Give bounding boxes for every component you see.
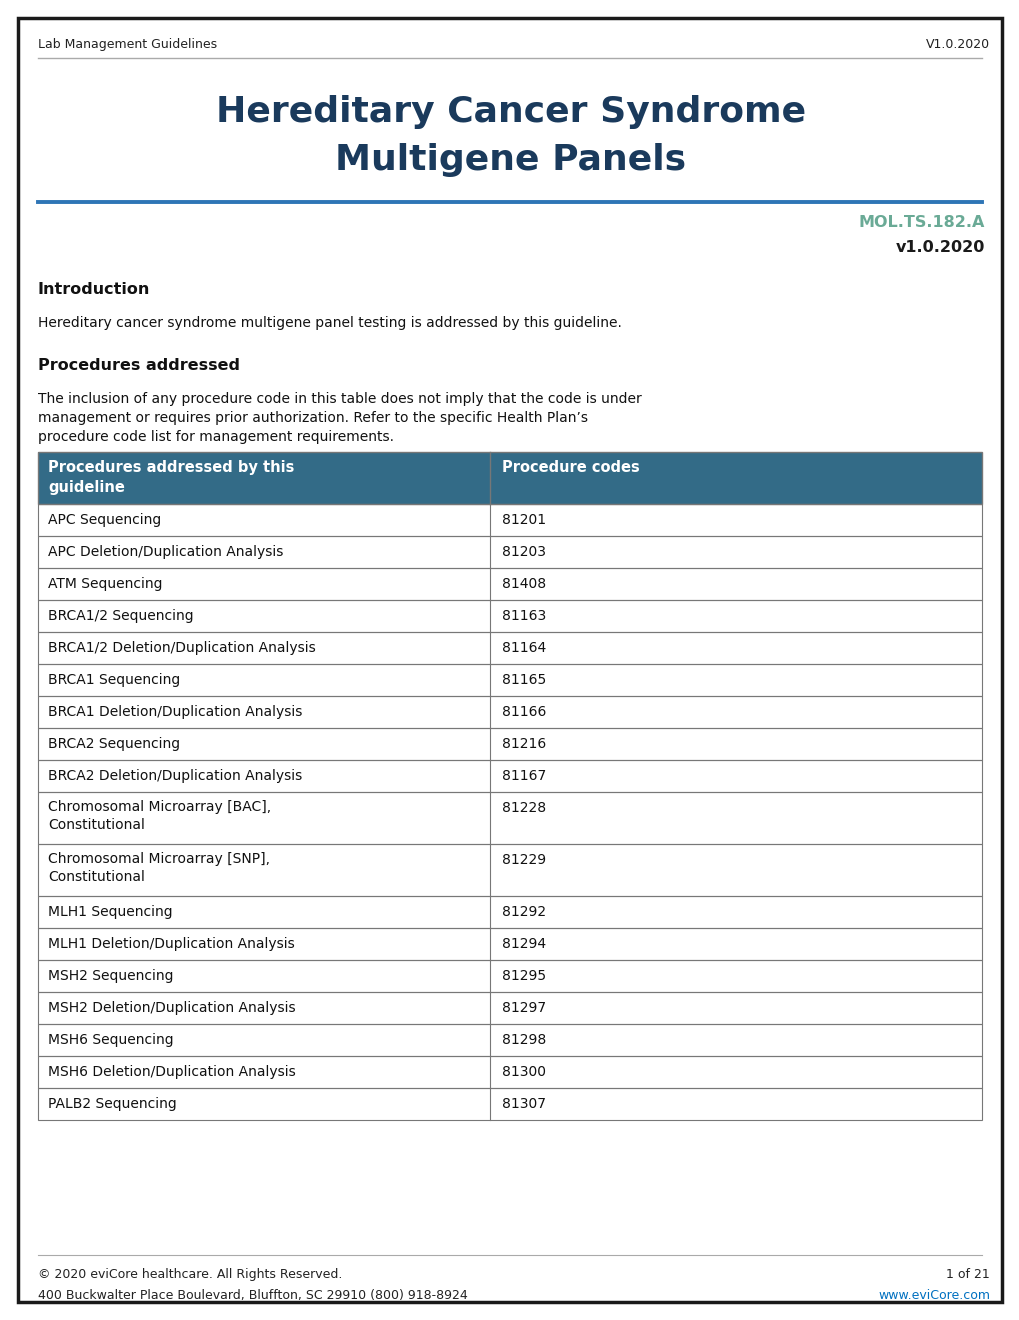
Bar (38, 993, 981, 1024)
Text: Procedure codes: Procedure codes (501, 459, 639, 475)
Text: BRCA1 Deletion/Duplication Analysis: BRCA1 Deletion/Duplication Analysis (48, 705, 302, 719)
Text: procedure code list for management requirements.: procedure code list for management requi… (38, 430, 393, 444)
Text: V1.0.2020: V1.0.2020 (925, 38, 989, 51)
Bar (38, 664, 981, 696)
Text: Multigene Panels: Multigene Panels (335, 143, 686, 177)
Text: MSH6 Sequencing: MSH6 Sequencing (48, 1034, 173, 1047)
Bar (38, 601, 981, 632)
Text: 81203: 81203 (501, 545, 545, 558)
Text: 81300: 81300 (501, 1065, 545, 1078)
Text: 81298: 81298 (501, 1034, 546, 1047)
Text: 81292: 81292 (501, 906, 545, 919)
Text: APC Deletion/Duplication Analysis: APC Deletion/Duplication Analysis (48, 545, 283, 558)
Bar (38, 792, 981, 843)
Bar (38, 1088, 981, 1119)
Bar (38, 664, 981, 696)
Text: v1.0.2020: v1.0.2020 (895, 240, 984, 255)
Text: Chromosomal Microarray [SNP],: Chromosomal Microarray [SNP], (48, 851, 270, 866)
Text: 81297: 81297 (501, 1001, 545, 1015)
Bar (38, 1056, 981, 1088)
Bar (38, 601, 981, 632)
Bar (38, 729, 981, 760)
Bar (38, 568, 981, 601)
Text: 81164: 81164 (501, 642, 546, 655)
Bar (38, 536, 981, 568)
Text: 81216: 81216 (501, 737, 546, 751)
Text: Constitutional: Constitutional (48, 818, 145, 832)
Bar (38, 504, 981, 536)
Text: www.eviCore.com: www.eviCore.com (877, 1290, 989, 1302)
Bar (38, 760, 981, 792)
Bar (38, 568, 981, 601)
Text: Introduction: Introduction (38, 282, 150, 297)
Bar (38, 451, 981, 504)
Bar (38, 536, 981, 568)
Text: MSH2 Deletion/Duplication Analysis: MSH2 Deletion/Duplication Analysis (48, 1001, 296, 1015)
Bar (38, 1024, 981, 1056)
Bar (38, 696, 981, 729)
Text: Constitutional: Constitutional (48, 870, 145, 884)
Bar (38, 843, 981, 896)
Text: 81408: 81408 (501, 577, 545, 591)
Bar (38, 896, 981, 928)
Text: 81166: 81166 (501, 705, 546, 719)
Text: MSH2 Sequencing: MSH2 Sequencing (48, 969, 173, 983)
Text: © 2020 eviCore healthcare. All Rights Reserved.: © 2020 eviCore healthcare. All Rights Re… (38, 1269, 342, 1280)
Bar (38, 928, 981, 960)
Bar (38, 451, 981, 504)
Bar (38, 729, 981, 760)
Bar (38, 792, 981, 843)
Bar (38, 632, 981, 664)
Text: Chromosomal Microarray [BAC],: Chromosomal Microarray [BAC], (48, 800, 271, 814)
Bar (38, 1056, 981, 1088)
Text: Lab Management Guidelines: Lab Management Guidelines (38, 38, 217, 51)
Bar (38, 632, 981, 664)
Text: The inclusion of any procedure code in this table does not imply that the code i: The inclusion of any procedure code in t… (38, 392, 641, 407)
Text: BRCA2 Deletion/Duplication Analysis: BRCA2 Deletion/Duplication Analysis (48, 770, 302, 783)
Bar (38, 760, 981, 792)
Bar (38, 960, 981, 993)
Bar (38, 843, 981, 896)
Bar (38, 896, 981, 928)
Bar (38, 928, 981, 960)
Text: BRCA2 Sequencing: BRCA2 Sequencing (48, 737, 180, 751)
Text: 1 of 21: 1 of 21 (946, 1269, 989, 1280)
Bar (38, 1088, 981, 1119)
Text: 81294: 81294 (501, 937, 545, 950)
Text: 81167: 81167 (501, 770, 546, 783)
Text: Hereditary cancer syndrome multigene panel testing is addressed by this guidelin: Hereditary cancer syndrome multigene pan… (38, 315, 622, 330)
Bar (38, 960, 981, 993)
Text: 81295: 81295 (501, 969, 545, 983)
Text: 81228: 81228 (501, 801, 545, 814)
Text: MLH1 Deletion/Duplication Analysis: MLH1 Deletion/Duplication Analysis (48, 937, 294, 950)
Text: MOL.TS.182.A: MOL.TS.182.A (858, 215, 984, 230)
Text: APC Sequencing: APC Sequencing (48, 513, 161, 527)
Text: BRCA1/2 Sequencing: BRCA1/2 Sequencing (48, 609, 194, 623)
Text: PALB2 Sequencing: PALB2 Sequencing (48, 1097, 176, 1111)
Text: 81229: 81229 (501, 853, 545, 867)
Text: Hereditary Cancer Syndrome: Hereditary Cancer Syndrome (216, 95, 805, 129)
Text: 81163: 81163 (501, 609, 546, 623)
Text: management or requires prior authorization. Refer to the specific Health Plan’s: management or requires prior authorizati… (38, 411, 587, 425)
Bar (38, 696, 981, 729)
Text: Procedures addressed by this: Procedures addressed by this (48, 459, 294, 475)
Bar (38, 993, 981, 1024)
Text: BRCA1/2 Deletion/Duplication Analysis: BRCA1/2 Deletion/Duplication Analysis (48, 642, 316, 655)
Bar (38, 504, 981, 536)
Text: Procedures addressed: Procedures addressed (38, 358, 239, 374)
Text: 400 Buckwalter Place Boulevard, Bluffton, SC 29910 (800) 918-8924: 400 Buckwalter Place Boulevard, Bluffton… (38, 1290, 468, 1302)
Text: guideline: guideline (48, 480, 124, 495)
Text: ATM Sequencing: ATM Sequencing (48, 577, 162, 591)
Text: 81201: 81201 (501, 513, 545, 527)
Text: 81165: 81165 (501, 673, 546, 686)
Text: MSH6 Deletion/Duplication Analysis: MSH6 Deletion/Duplication Analysis (48, 1065, 296, 1078)
Text: 81307: 81307 (501, 1097, 545, 1111)
Bar (38, 1024, 981, 1056)
Text: BRCA1 Sequencing: BRCA1 Sequencing (48, 673, 180, 686)
Text: MLH1 Sequencing: MLH1 Sequencing (48, 906, 172, 919)
